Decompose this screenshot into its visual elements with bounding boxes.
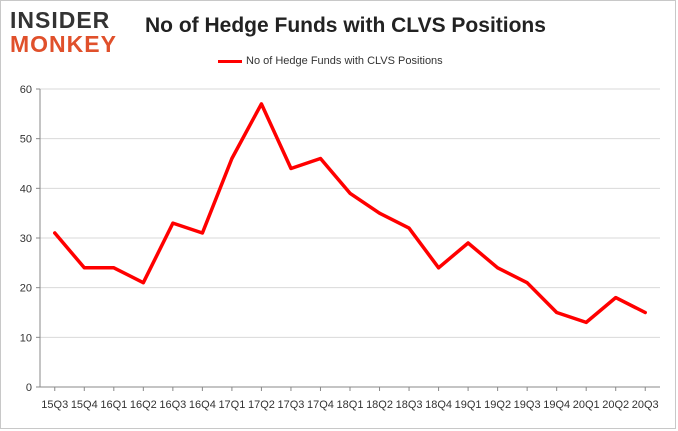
x-tick-label: 15Q3 bbox=[41, 399, 68, 411]
x-tick-label: 17Q3 bbox=[277, 399, 304, 411]
y-tick-label: 10 bbox=[20, 332, 32, 344]
data-point bbox=[200, 231, 204, 235]
x-axis-ticks: 15Q3 15Q4 16Q1 16Q2 16Q3 16Q4 17Q1 17Q2 17Q3 17Q4… bbox=[41, 387, 659, 411]
data-point bbox=[141, 281, 145, 285]
x-tick-label: 16Q4 bbox=[189, 399, 216, 411]
y-axis-ticks: 0 10 20 30 40 50 60 bbox=[20, 84, 40, 394]
x-tick-label: 17Q2 bbox=[248, 399, 275, 411]
x-tick-label: 18Q4 bbox=[425, 399, 452, 411]
x-tick-label: 20Q1 bbox=[573, 399, 600, 411]
x-tick-label: 20Q3 bbox=[632, 399, 659, 411]
data-point bbox=[496, 266, 500, 270]
x-tick-label: 16Q2 bbox=[130, 399, 157, 411]
data-point bbox=[112, 266, 116, 270]
x-tick-label: 19Q1 bbox=[455, 399, 482, 411]
x-tick-label: 19Q3 bbox=[514, 399, 541, 411]
data-point bbox=[643, 311, 647, 314]
x-tick-label: 19Q2 bbox=[484, 399, 511, 411]
y-tick-label: 40 bbox=[20, 183, 32, 195]
data-point bbox=[348, 191, 352, 195]
x-tick-label: 18Q1 bbox=[337, 399, 364, 411]
legend-swatch bbox=[218, 59, 242, 63]
x-tick-label: 16Q1 bbox=[100, 399, 127, 411]
data-point bbox=[437, 266, 441, 270]
chart-title: No of Hedge Funds with CLVS Positions bbox=[145, 14, 546, 37]
gridlines bbox=[39, 88, 660, 388]
x-tick-label: 17Q4 bbox=[307, 399, 334, 411]
series-line-0 bbox=[53, 102, 647, 325]
data-point bbox=[82, 266, 86, 270]
data-point bbox=[230, 157, 234, 161]
data-point bbox=[614, 296, 618, 300]
data-point bbox=[525, 281, 529, 285]
logo-line-1: INSIDER bbox=[10, 7, 111, 33]
data-point bbox=[378, 211, 382, 215]
data-point bbox=[555, 311, 559, 314]
data-point bbox=[584, 320, 588, 324]
x-tick-label: 19Q4 bbox=[543, 399, 570, 411]
data-point bbox=[259, 102, 263, 106]
data-point bbox=[466, 241, 470, 245]
data-point bbox=[289, 166, 293, 170]
data-point bbox=[318, 157, 322, 161]
data-point bbox=[53, 231, 57, 235]
y-tick-label: 20 bbox=[20, 283, 32, 295]
y-tick-label: 50 bbox=[20, 134, 32, 146]
x-tick-label: 18Q3 bbox=[396, 399, 423, 411]
y-tick-label: 60 bbox=[20, 84, 32, 96]
series-layer bbox=[53, 102, 647, 325]
chart-legend: No of Hedge Funds with CLVS Positions bbox=[218, 54, 443, 68]
x-tick-label: 18Q2 bbox=[366, 399, 393, 411]
x-tick-label: 20Q2 bbox=[602, 399, 629, 411]
x-tick-label: 15Q4 bbox=[71, 399, 98, 411]
y-tick-label: 0 bbox=[26, 382, 32, 394]
legend-label: No of Hedge Funds with CLVS Positions bbox=[246, 55, 443, 67]
y-tick-label: 30 bbox=[20, 233, 32, 245]
x-tick-label: 16Q3 bbox=[159, 399, 186, 411]
logo-line-2: MONKEY bbox=[10, 31, 117, 57]
data-point bbox=[171, 221, 175, 225]
x-tick-label: 17Q1 bbox=[218, 399, 245, 411]
insider-monkey-logo: INSIDER MONKEY bbox=[10, 8, 128, 56]
data-point bbox=[407, 226, 411, 230]
